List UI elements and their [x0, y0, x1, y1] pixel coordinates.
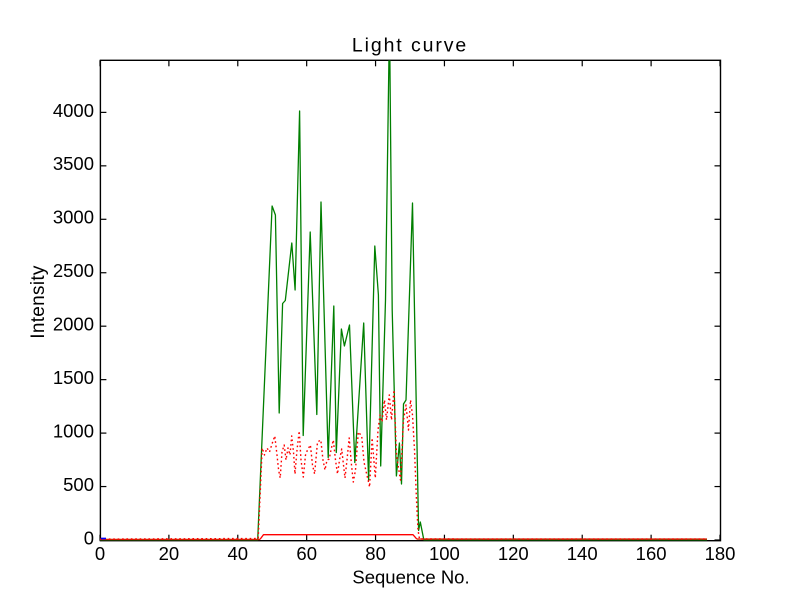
svg-text:0: 0 [84, 527, 94, 548]
svg-text:2000: 2000 [53, 314, 94, 335]
svg-text:80: 80 [365, 543, 386, 564]
svg-text:60: 60 [296, 543, 317, 564]
svg-text:Intensity: Intensity [28, 265, 49, 339]
svg-text:1500: 1500 [53, 367, 94, 388]
svg-text:160: 160 [636, 543, 667, 564]
svg-text:500: 500 [63, 474, 94, 495]
svg-text:2500: 2500 [53, 260, 94, 281]
svg-text:100: 100 [429, 543, 460, 564]
svg-text:140: 140 [567, 543, 598, 564]
svg-text:3000: 3000 [53, 207, 94, 228]
svg-text:180: 180 [705, 543, 736, 564]
svg-text:40: 40 [228, 543, 249, 564]
svg-text:1000: 1000 [53, 421, 94, 442]
svg-text:4000: 4000 [53, 100, 94, 121]
svg-text:Light curve: Light curve [352, 35, 468, 57]
svg-text:20: 20 [159, 543, 180, 564]
svg-text:0: 0 [95, 543, 105, 564]
svg-text:3500: 3500 [53, 153, 94, 174]
svg-text:120: 120 [498, 543, 529, 564]
svg-text:Sequence No.: Sequence No. [352, 567, 469, 588]
